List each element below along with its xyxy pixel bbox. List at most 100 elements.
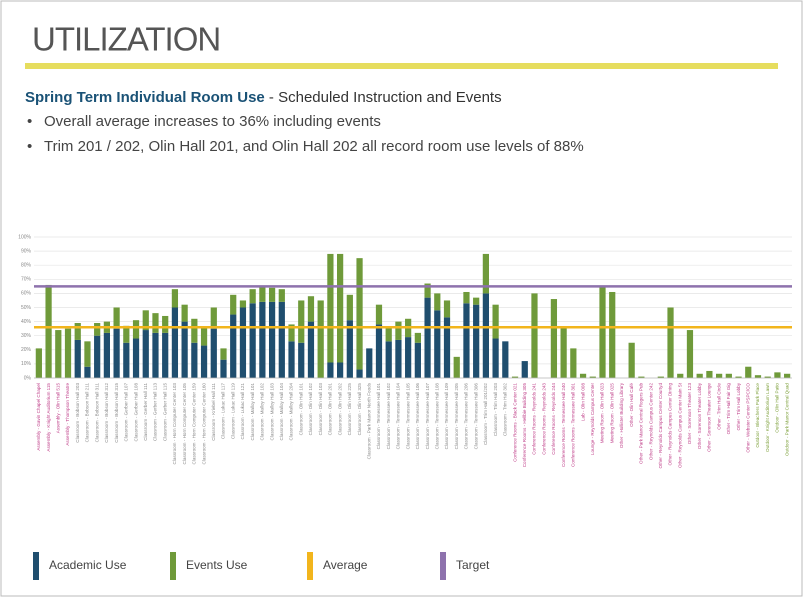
bar-segment bbox=[132, 320, 140, 339]
x-tick-label: Classroom - Tennessee Hall 206 bbox=[464, 383, 469, 450]
bar-segment bbox=[570, 348, 577, 378]
bar-segment bbox=[764, 376, 771, 378]
bar-segment bbox=[366, 348, 373, 378]
bar-segment bbox=[511, 376, 519, 378]
bar-segment bbox=[531, 293, 538, 378]
bar-segment bbox=[181, 304, 188, 322]
bar-segment bbox=[298, 300, 305, 343]
x-tick-label: Other - Park Manor Central Rogers Pub bbox=[639, 383, 644, 464]
x-tick-label: Outdoor - Knight Auditorium Lawn bbox=[765, 383, 770, 452]
x-tick-label: Conference Rooms - Hellbie Building 305 bbox=[522, 383, 527, 468]
bar-segment bbox=[473, 297, 480, 305]
x-tick-label: Other - Webster Center PSPC/CO bbox=[745, 383, 750, 453]
x-tick-label: Other - Trim Hall Fair Gig bbox=[726, 383, 731, 435]
x-tick-label: Outdoor - Park Manor Central Quad bbox=[784, 383, 789, 456]
y-tick-label: 20% bbox=[21, 347, 32, 353]
bar-segment bbox=[84, 341, 91, 367]
x-tick-label: Classroom - Bobson Hall 203 bbox=[75, 383, 80, 443]
x-tick-label: Classroom - Olin Hall 201 bbox=[328, 383, 333, 436]
bar-segment bbox=[405, 337, 412, 378]
bar-segment bbox=[74, 339, 81, 378]
bar-segment bbox=[560, 327, 567, 378]
bar-segment bbox=[162, 332, 169, 378]
bar-segment bbox=[113, 328, 120, 378]
x-tick-label: Classroom - Trim Hall 203 bbox=[493, 383, 498, 437]
bar-segment bbox=[473, 304, 480, 378]
x-tick-label: Classroom - Horn Computer Center 160 bbox=[201, 383, 206, 465]
bar-segment bbox=[725, 373, 732, 378]
bar-segment bbox=[142, 330, 149, 378]
x-tick-label: Classroom - Olin Hall 325 bbox=[357, 383, 362, 436]
bar-segment bbox=[774, 372, 781, 378]
bar-segment bbox=[288, 341, 295, 378]
x-tick-label: Lounge - Reynolds Campus Center bbox=[590, 383, 595, 455]
x-tick-label: Classroom - Gerber Hall 113 bbox=[153, 383, 158, 442]
bar-segment bbox=[84, 366, 91, 378]
bar-segment bbox=[443, 300, 451, 318]
bar-segment bbox=[385, 327, 392, 342]
x-tick-label: Classroom - Olin Hall 225 bbox=[347, 383, 352, 436]
bullet: Overall average increases to 36% includi… bbox=[44, 113, 381, 130]
bar-segment bbox=[706, 370, 713, 378]
bar-segment bbox=[356, 369, 363, 378]
x-tick-label: Classroom - Bobson Hall 312 bbox=[104, 383, 109, 443]
bar-segment bbox=[230, 314, 237, 378]
bar-segment bbox=[123, 325, 130, 343]
bar-segment bbox=[502, 341, 509, 378]
x-tick-label: Classroom - Kriebel Hall 111 bbox=[211, 383, 216, 441]
subtitle: Spring Term Individual Room Use - Schedu… bbox=[25, 89, 502, 106]
x-tick-label: Assembly - Gavin Chapel Chapel bbox=[36, 383, 41, 451]
bar-segment bbox=[686, 330, 694, 378]
x-tick-label: Classroom - Lukac Hall 117 bbox=[221, 383, 226, 440]
x-tick-label: Classroom - Olin Hall 102 bbox=[308, 383, 313, 436]
y-tick-label: 80% bbox=[21, 263, 32, 269]
bar-segment bbox=[259, 286, 266, 302]
bar-segment bbox=[327, 253, 334, 363]
bar-segment bbox=[589, 376, 596, 378]
bar-segment bbox=[677, 373, 684, 378]
bar-segment bbox=[482, 253, 489, 294]
bar-segment bbox=[64, 328, 72, 378]
x-tick-label: Conference Rooms - Reynolds 244 bbox=[551, 383, 556, 455]
bar-segment bbox=[55, 330, 62, 378]
bar-segment bbox=[657, 376, 664, 378]
x-tick-label: Classroom - Malloy Hall 103 bbox=[269, 383, 274, 441]
bar-segment bbox=[230, 294, 237, 315]
x-tick-label: Other - Trim Hall Lobby bbox=[736, 382, 741, 430]
bar-segment bbox=[716, 373, 723, 378]
bar-segment bbox=[268, 301, 276, 378]
x-tick-label: Classroom - Gerber Hall 111 bbox=[143, 383, 148, 441]
y-tick-label: 50% bbox=[21, 305, 32, 311]
bar-segment bbox=[74, 323, 81, 340]
bar-segment bbox=[463, 291, 470, 304]
bar-segment bbox=[667, 307, 674, 378]
bar-segment bbox=[249, 303, 256, 378]
bar-segment bbox=[346, 320, 353, 378]
bar-segment bbox=[424, 283, 431, 298]
bar-segment bbox=[94, 323, 101, 336]
y-tick-label: 30% bbox=[21, 333, 32, 339]
legend-swatch bbox=[33, 552, 39, 580]
bar-segment bbox=[609, 291, 616, 378]
slide-title: UTILIZATION bbox=[32, 21, 220, 58]
bar-segment bbox=[191, 342, 198, 378]
x-tick-label: Classroom - Malloy Hall 204 bbox=[289, 383, 294, 441]
bar-segment bbox=[385, 341, 392, 378]
bar-segment bbox=[550, 299, 558, 378]
bullet: Trim 201 / 202, Olin Hall 201, and Olin … bbox=[44, 138, 584, 155]
x-tick-label: Classroom - Gerber Hall 108 bbox=[133, 383, 138, 442]
bar-segment bbox=[346, 294, 353, 321]
bar-segment bbox=[745, 366, 752, 378]
y-tick-label: 40% bbox=[21, 319, 32, 325]
bar-segment bbox=[35, 348, 42, 378]
bar-segment bbox=[356, 258, 363, 370]
bar-segment bbox=[784, 373, 791, 378]
bar-segment bbox=[278, 289, 285, 302]
bar-segment bbox=[152, 313, 159, 333]
bar-segment bbox=[239, 300, 247, 308]
bar-segment bbox=[317, 300, 324, 378]
bar-segment bbox=[307, 296, 315, 322]
bar-segment bbox=[395, 321, 402, 340]
bar-segment bbox=[521, 361, 528, 378]
